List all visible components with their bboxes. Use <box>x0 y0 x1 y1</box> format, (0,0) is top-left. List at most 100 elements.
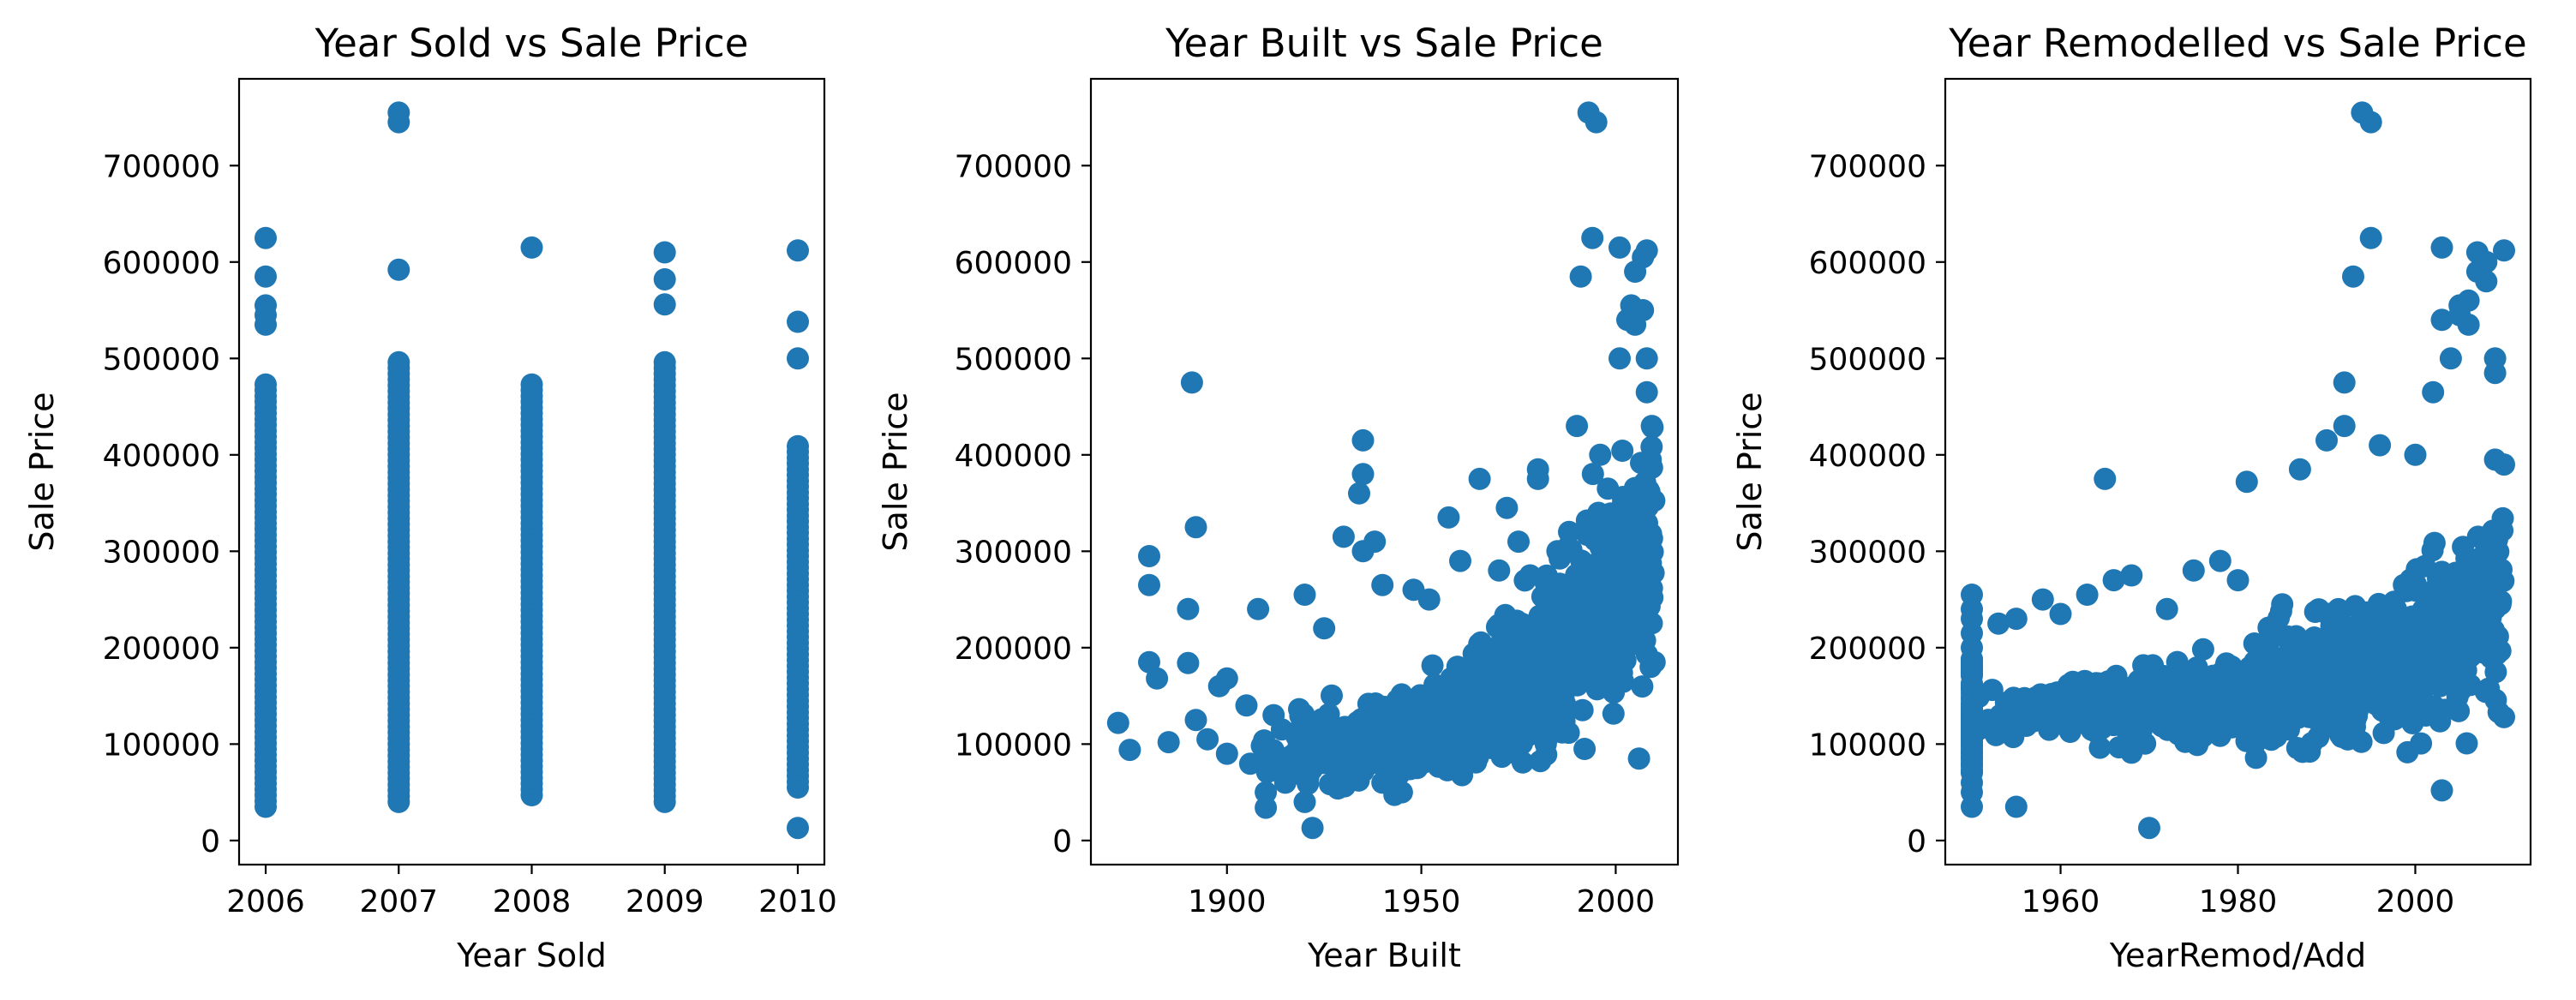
data-point <box>1215 667 1238 690</box>
data-point <box>1643 650 1666 674</box>
data-point <box>1546 611 1569 634</box>
data-point <box>1573 738 1597 760</box>
data-point <box>2457 313 2480 336</box>
subplot-year-remodelled: Year Remodelled vs Sale Price YearRemod/… <box>1731 21 2532 974</box>
data-point <box>1989 704 2012 727</box>
data-point <box>1488 559 1511 582</box>
data-point <box>1196 728 1219 751</box>
data-point <box>1577 572 1600 596</box>
data-point <box>2425 595 2448 618</box>
y-tick-label: 400000 <box>955 439 1072 474</box>
data-point <box>2430 560 2453 584</box>
data-point <box>2226 569 2250 592</box>
data-point <box>1351 463 1375 486</box>
data-point <box>2457 289 2480 312</box>
data-point <box>2285 737 2309 759</box>
data-point <box>2102 569 2125 592</box>
data-point <box>787 817 809 840</box>
data-point <box>1118 739 1141 762</box>
data-point <box>1604 620 1627 644</box>
data-point <box>2325 649 2348 672</box>
data-point <box>1279 748 1302 771</box>
data-point <box>2388 704 2411 727</box>
data-point <box>2226 704 2250 727</box>
data-point <box>1581 463 1604 486</box>
data-point <box>1468 467 1491 490</box>
data-point <box>1177 597 1200 620</box>
data-point <box>2262 624 2285 647</box>
x-tick-label: 1980 <box>2199 884 2278 919</box>
data-point <box>1635 380 1658 404</box>
data-point <box>2493 239 2515 262</box>
data-point <box>1459 690 1483 713</box>
data-point <box>2332 694 2355 717</box>
data-point <box>1638 480 1661 503</box>
data-point <box>1106 711 1129 734</box>
data-point <box>1518 703 1540 726</box>
data-point <box>1611 440 1634 462</box>
data-point <box>1417 588 1441 611</box>
x-ticks: 2006 2007 2008 2009 2010 <box>226 865 837 919</box>
data-point <box>2363 686 2387 710</box>
plot-frame <box>237 77 826 866</box>
data-point <box>2493 705 2515 728</box>
data-point <box>1401 733 1424 756</box>
x-axis-label: Year Sold <box>456 937 607 974</box>
data-point <box>653 293 676 316</box>
data-point <box>1566 415 1589 438</box>
data-point <box>1602 702 1625 725</box>
y-tick-label: 400000 <box>1809 439 1926 474</box>
data-point <box>2130 668 2153 691</box>
data-point <box>1262 704 1285 727</box>
data-point <box>1288 698 1310 721</box>
data-point <box>2004 795 2028 818</box>
data-point <box>2448 680 2471 703</box>
data-point <box>1584 529 1607 552</box>
data-point <box>255 373 277 396</box>
data-point <box>2413 554 2436 578</box>
data-point <box>1424 749 1447 772</box>
chart-title: Year Built vs Sale Price <box>1165 21 1603 66</box>
x-tick-label: 1950 <box>1382 884 1461 919</box>
data-point <box>1639 448 1662 471</box>
data-point <box>2342 265 2364 288</box>
data-point <box>1485 615 1508 638</box>
data-point <box>1528 604 1551 627</box>
data-point <box>2212 677 2235 699</box>
data-point <box>1423 728 1446 751</box>
data-point <box>1980 679 2004 702</box>
data-point <box>1301 817 1324 840</box>
data-point <box>1640 415 1663 438</box>
data-point <box>2359 226 2382 249</box>
data-point <box>1313 617 1336 640</box>
y-tick-label: 500000 <box>1809 342 1926 377</box>
data-point <box>1962 706 1985 729</box>
data-point <box>2381 686 2404 710</box>
data-point <box>1473 674 1495 697</box>
data-point <box>1255 796 1278 819</box>
data-point <box>2244 746 2267 769</box>
x-tick-label: 1900 <box>1188 884 1267 919</box>
y-tick-label: 700000 <box>103 149 220 184</box>
data-point <box>2002 726 2025 749</box>
data-point <box>2491 519 2514 542</box>
data-point <box>1602 600 1625 623</box>
y-axis-label: Sale Price <box>23 392 61 551</box>
data-point <box>653 241 676 264</box>
data-point <box>2183 667 2206 690</box>
data-point <box>1157 731 1180 754</box>
data-point <box>1635 239 1658 262</box>
data-point <box>2489 639 2512 662</box>
data-point <box>1639 529 1662 552</box>
data-point <box>2464 620 2486 643</box>
data-point <box>787 347 809 370</box>
data-point <box>1146 667 1169 690</box>
data-point <box>1453 718 1476 741</box>
data-point <box>1511 732 1533 755</box>
data-point <box>1293 790 1316 813</box>
data-point <box>2288 458 2311 481</box>
data-point <box>2466 559 2489 582</box>
data-point <box>1273 771 1297 794</box>
data-point <box>2088 672 2111 695</box>
data-point <box>2484 661 2507 684</box>
